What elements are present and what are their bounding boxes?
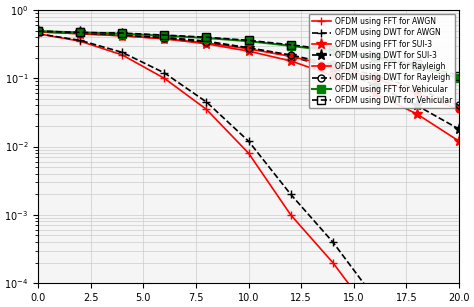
OFDM using DWT for AWGN	[35, 32, 41, 36]
OFDM using DWT for AWGN	[119, 51, 125, 54]
OFDM using DWT for Vehicular	[162, 33, 167, 37]
OFDM using FFT for SUI-3	[204, 42, 210, 46]
OFDM using FFT for AWGN	[35, 32, 41, 36]
OFDM using DWT for SUI-3	[35, 29, 41, 33]
OFDM using DWT for Rayleigh	[414, 87, 420, 91]
OFDM using DWT for AWGN	[288, 192, 293, 196]
OFDM using DWT for SUI-3	[119, 33, 125, 36]
OFDM using FFT for Vehicular	[204, 36, 210, 40]
OFDM using FFT for Vehicular	[119, 32, 125, 36]
OFDM using FFT for SUI-3	[119, 34, 125, 38]
OFDM using FFT for Vehicular	[162, 34, 167, 38]
OFDM using DWT for Rayleigh	[204, 40, 210, 44]
OFDM using FFT for Vehicular	[414, 64, 420, 68]
Line: OFDM using FFT for Vehicular: OFDM using FFT for Vehicular	[34, 27, 463, 83]
OFDM using FFT for SUI-3	[288, 59, 293, 63]
OFDM using DWT for Vehicular	[119, 31, 125, 35]
OFDM using FFT for SUI-3	[414, 112, 420, 116]
OFDM using FFT for Rayleigh	[414, 91, 420, 95]
OFDM using DWT for Vehicular	[77, 31, 83, 34]
OFDM using DWT for Vehicular	[35, 29, 41, 33]
OFDM using FFT for AWGN	[330, 261, 336, 264]
OFDM using FFT for Rayleigh	[204, 41, 210, 45]
OFDM using DWT for SUI-3	[77, 31, 83, 34]
OFDM using DWT for SUI-3	[246, 46, 251, 50]
OFDM using FFT for Rayleigh	[288, 54, 293, 58]
OFDM using FFT for SUI-3	[35, 30, 41, 34]
OFDM using FFT for Vehicular	[456, 76, 462, 80]
OFDM using DWT for Rayleigh	[119, 33, 125, 37]
OFDM using FFT for Rayleigh	[456, 108, 462, 111]
OFDM using DWT for AWGN	[77, 38, 83, 42]
OFDM using DWT for Rayleigh	[288, 53, 293, 57]
OFDM using DWT for AWGN	[162, 71, 167, 75]
OFDM using FFT for Vehicular	[246, 39, 251, 43]
Line: OFDM using FFT for Rayleigh: OFDM using FFT for Rayleigh	[35, 28, 463, 113]
OFDM using DWT for SUI-3	[372, 83, 378, 87]
OFDM using FFT for Vehicular	[288, 44, 293, 48]
OFDM using DWT for Vehicular	[414, 63, 420, 66]
OFDM using FFT for AWGN	[162, 76, 167, 80]
OFDM using DWT for AWGN	[330, 240, 336, 244]
OFDM using FFT for AWGN	[204, 108, 210, 111]
OFDM using FFT for SUI-3	[372, 91, 378, 95]
OFDM using DWT for Vehicular	[246, 38, 251, 42]
OFDM using DWT for AWGN	[204, 100, 210, 104]
OFDM using FFT for SUI-3	[330, 74, 336, 77]
OFDM using DWT for SUI-3	[288, 54, 293, 58]
OFDM using FFT for AWGN	[288, 213, 293, 217]
OFDM using DWT for Vehicular	[288, 43, 293, 47]
OFDM using FFT for Rayleigh	[77, 32, 83, 36]
Line: OFDM using DWT for AWGN: OFDM using DWT for AWGN	[34, 29, 463, 307]
OFDM using FFT for Vehicular	[35, 29, 41, 33]
Line: OFDM using FFT for SUI-3: OFDM using FFT for SUI-3	[33, 26, 465, 147]
OFDM using FFT for Vehicular	[77, 31, 83, 34]
OFDM using DWT for Vehicular	[204, 35, 210, 39]
OFDM using DWT for Rayleigh	[372, 74, 378, 77]
OFDM using FFT for AWGN	[119, 53, 125, 57]
OFDM using FFT for SUI-3	[456, 139, 462, 143]
Line: OFDM using FFT for AWGN: OFDM using FFT for AWGN	[34, 29, 463, 307]
OFDM using FFT for AWGN	[246, 151, 251, 155]
OFDM using FFT for AWGN	[77, 39, 83, 43]
OFDM using DWT for SUI-3	[162, 35, 167, 39]
OFDM using DWT for Vehicular	[372, 54, 378, 58]
OFDM using DWT for Rayleigh	[162, 36, 167, 40]
OFDM using FFT for SUI-3	[77, 32, 83, 36]
OFDM using DWT for Vehicular	[456, 74, 462, 77]
OFDM using DWT for AWGN	[372, 297, 378, 300]
OFDM using FFT for Rayleigh	[119, 34, 125, 38]
OFDM using DWT for Vehicular	[330, 48, 336, 52]
OFDM using DWT for Rayleigh	[456, 104, 462, 107]
Line: OFDM using DWT for Rayleigh: OFDM using DWT for Rayleigh	[35, 28, 463, 109]
OFDM using FFT for Rayleigh	[372, 76, 378, 80]
OFDM using DWT for SUI-3	[414, 104, 420, 107]
OFDM using DWT for SUI-3	[204, 39, 210, 43]
Legend: OFDM using FFT for AWGN, OFDM using DWT for AWGN, OFDM using FFT for SUI-3, OFDM: OFDM using FFT for AWGN, OFDM using DWT …	[309, 14, 455, 108]
Line: OFDM using DWT for Vehicular: OFDM using DWT for Vehicular	[34, 27, 463, 80]
OFDM using DWT for Rayleigh	[330, 63, 336, 66]
OFDM using FFT for SUI-3	[246, 49, 251, 53]
OFDM using DWT for Rayleigh	[77, 31, 83, 35]
OFDM using FFT for Rayleigh	[162, 37, 167, 41]
OFDM using FFT for SUI-3	[162, 37, 167, 41]
OFDM using DWT for Rayleigh	[35, 29, 41, 33]
OFDM using FFT for Rayleigh	[246, 47, 251, 51]
OFDM using FFT for Vehicular	[330, 49, 336, 53]
OFDM using FFT for Vehicular	[372, 56, 378, 60]
OFDM using DWT for Rayleigh	[246, 46, 251, 50]
OFDM using FFT for Rayleigh	[330, 64, 336, 68]
OFDM using FFT for Rayleigh	[35, 30, 41, 34]
Line: OFDM using DWT for SUI-3: OFDM using DWT for SUI-3	[33, 26, 465, 135]
OFDM using DWT for SUI-3	[330, 67, 336, 70]
OFDM using DWT for SUI-3	[456, 127, 462, 131]
OFDM using DWT for AWGN	[246, 139, 251, 143]
